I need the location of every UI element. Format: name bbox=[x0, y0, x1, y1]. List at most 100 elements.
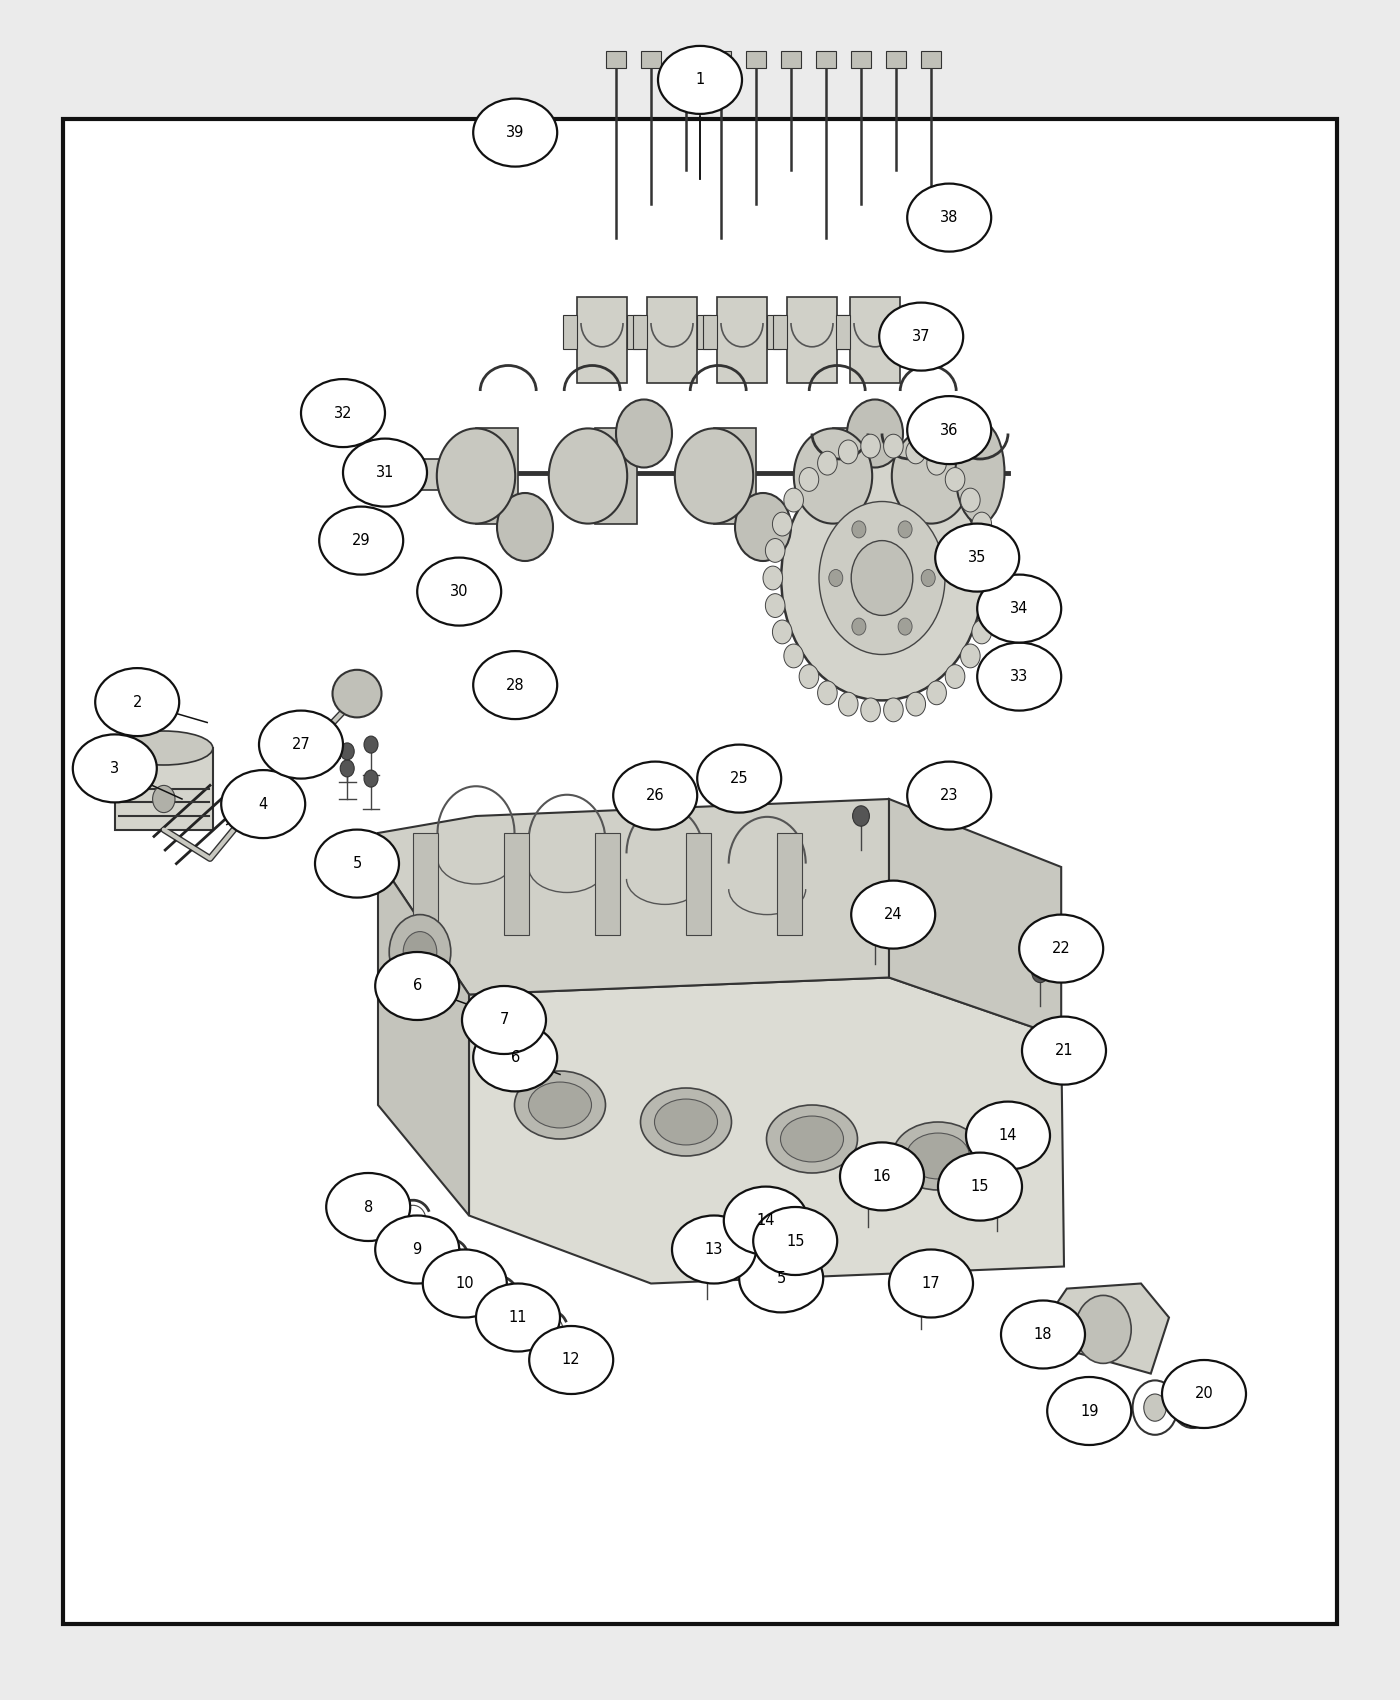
Polygon shape bbox=[1047, 1284, 1169, 1374]
Ellipse shape bbox=[259, 711, 343, 779]
Ellipse shape bbox=[907, 762, 991, 830]
Text: 17: 17 bbox=[921, 1277, 941, 1290]
Text: 28: 28 bbox=[505, 678, 525, 692]
Ellipse shape bbox=[73, 734, 157, 802]
Text: 25: 25 bbox=[729, 772, 749, 785]
Bar bbox=[606, 51, 626, 68]
Text: 37: 37 bbox=[911, 330, 931, 343]
Text: 7: 7 bbox=[500, 1013, 508, 1027]
Text: 35: 35 bbox=[967, 551, 987, 564]
Circle shape bbox=[921, 570, 935, 586]
Circle shape bbox=[960, 644, 980, 668]
Circle shape bbox=[927, 682, 946, 706]
Text: 16: 16 bbox=[872, 1170, 892, 1183]
Text: 34: 34 bbox=[1009, 602, 1029, 615]
Text: 18: 18 bbox=[1033, 1328, 1053, 1341]
Bar bbox=[647, 298, 697, 382]
Circle shape bbox=[437, 428, 515, 524]
Ellipse shape bbox=[977, 575, 1061, 643]
Bar bbox=[711, 51, 731, 68]
Text: 20: 20 bbox=[1194, 1387, 1214, 1401]
Text: 36: 36 bbox=[939, 423, 959, 437]
Circle shape bbox=[1075, 1295, 1131, 1363]
Ellipse shape bbox=[641, 1088, 731, 1156]
Text: 2: 2 bbox=[133, 695, 141, 709]
Circle shape bbox=[972, 512, 991, 536]
Ellipse shape bbox=[473, 1023, 557, 1091]
Circle shape bbox=[763, 566, 783, 590]
Circle shape bbox=[616, 400, 672, 468]
Ellipse shape bbox=[95, 668, 179, 736]
Ellipse shape bbox=[658, 46, 742, 114]
Circle shape bbox=[799, 665, 819, 689]
Circle shape bbox=[364, 770, 378, 787]
Ellipse shape bbox=[462, 986, 546, 1054]
Bar bbox=[577, 298, 627, 382]
Polygon shape bbox=[889, 799, 1061, 1037]
Bar bbox=[641, 51, 661, 68]
Ellipse shape bbox=[115, 731, 213, 765]
Circle shape bbox=[853, 806, 869, 826]
Text: 9: 9 bbox=[413, 1243, 421, 1256]
Circle shape bbox=[883, 699, 903, 722]
Circle shape bbox=[799, 468, 819, 491]
Text: 30: 30 bbox=[449, 585, 469, 598]
Circle shape bbox=[1032, 962, 1049, 983]
Text: 14: 14 bbox=[756, 1214, 776, 1227]
Ellipse shape bbox=[697, 745, 781, 813]
Circle shape bbox=[906, 440, 925, 464]
Circle shape bbox=[979, 593, 998, 617]
Ellipse shape bbox=[1162, 1360, 1246, 1428]
Bar bbox=[703, 314, 717, 348]
Circle shape bbox=[906, 692, 925, 716]
Ellipse shape bbox=[1047, 1377, 1131, 1445]
Text: 5: 5 bbox=[353, 857, 361, 870]
Ellipse shape bbox=[672, 1216, 756, 1284]
Circle shape bbox=[781, 456, 983, 700]
Bar bbox=[115, 748, 213, 830]
Circle shape bbox=[699, 1255, 715, 1275]
Ellipse shape bbox=[879, 303, 963, 371]
Circle shape bbox=[861, 434, 881, 457]
Circle shape bbox=[851, 520, 865, 537]
Circle shape bbox=[851, 541, 913, 615]
Text: 6: 6 bbox=[511, 1051, 519, 1064]
Circle shape bbox=[913, 1285, 930, 1306]
Bar bbox=[836, 314, 850, 348]
Bar bbox=[787, 298, 837, 382]
Circle shape bbox=[972, 620, 991, 644]
Bar bbox=[921, 51, 941, 68]
Ellipse shape bbox=[935, 524, 1019, 592]
Bar bbox=[886, 51, 906, 68]
Bar bbox=[413, 833, 438, 935]
Circle shape bbox=[867, 920, 883, 940]
Text: 22: 22 bbox=[1051, 942, 1071, 955]
Bar bbox=[697, 314, 711, 348]
Circle shape bbox=[389, 915, 451, 989]
Circle shape bbox=[945, 665, 965, 689]
Bar bbox=[746, 51, 766, 68]
Bar bbox=[773, 314, 787, 348]
Ellipse shape bbox=[476, 1284, 560, 1352]
Ellipse shape bbox=[955, 422, 1005, 524]
Bar bbox=[676, 51, 696, 68]
Circle shape bbox=[839, 440, 858, 464]
Circle shape bbox=[981, 566, 1001, 590]
Ellipse shape bbox=[529, 1326, 613, 1394]
Bar bbox=[900, 314, 914, 348]
Ellipse shape bbox=[1019, 915, 1103, 983]
Text: 15: 15 bbox=[970, 1180, 990, 1193]
Bar bbox=[686, 833, 711, 935]
Ellipse shape bbox=[375, 952, 459, 1020]
Circle shape bbox=[861, 699, 881, 722]
Circle shape bbox=[766, 539, 785, 563]
Circle shape bbox=[773, 620, 792, 644]
Text: 14: 14 bbox=[998, 1129, 1018, 1142]
Circle shape bbox=[818, 682, 837, 706]
Ellipse shape bbox=[326, 1173, 410, 1241]
Circle shape bbox=[847, 400, 903, 468]
Bar bbox=[633, 314, 647, 348]
Text: 4: 4 bbox=[259, 797, 267, 811]
Circle shape bbox=[899, 619, 913, 636]
Text: 5: 5 bbox=[777, 1272, 785, 1285]
